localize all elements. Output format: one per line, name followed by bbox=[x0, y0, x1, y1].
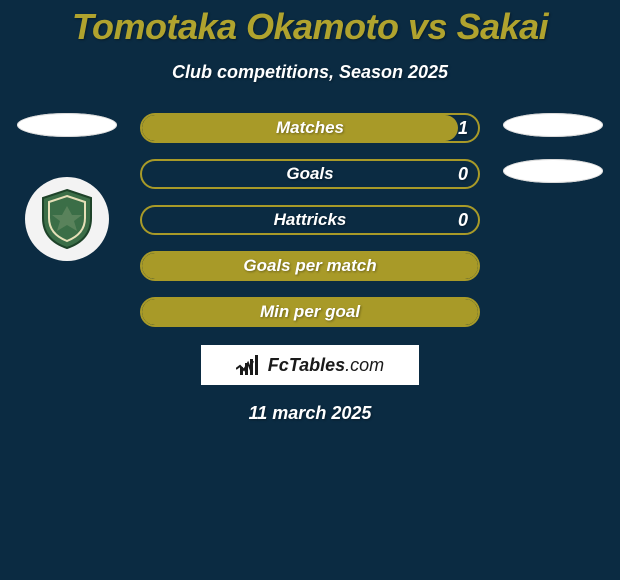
player-oval-right-2 bbox=[503, 159, 603, 183]
right-column bbox=[498, 113, 608, 183]
stat-bar: Hattricks0 bbox=[140, 205, 480, 235]
stat-bar-label: Matches bbox=[142, 115, 478, 141]
player-oval-left bbox=[17, 113, 117, 137]
stat-bar-label: Goals per match bbox=[142, 253, 478, 279]
brand-main: Tables bbox=[289, 355, 345, 375]
page-title: Tomotaka Okamoto vs Sakai bbox=[72, 6, 548, 48]
stat-bar-value: 0 bbox=[458, 207, 468, 233]
player-oval-right-1 bbox=[503, 113, 603, 137]
footer-date: 11 march 2025 bbox=[249, 403, 372, 424]
stat-bar: Min per goal bbox=[140, 297, 480, 327]
shield-icon bbox=[39, 188, 95, 250]
club-crest bbox=[25, 177, 109, 261]
comparison-columns: Matches1Goals0Hattricks0Goals per matchM… bbox=[0, 113, 620, 327]
stat-bar: Goals per match bbox=[140, 251, 480, 281]
left-column bbox=[12, 113, 122, 261]
stat-bar: Goals0 bbox=[140, 159, 480, 189]
brand-prefix: Fc bbox=[268, 355, 289, 375]
stat-bars: Matches1Goals0Hattricks0Goals per matchM… bbox=[140, 113, 480, 327]
stat-bar-label: Hattricks bbox=[142, 207, 478, 233]
stat-bar-value: 0 bbox=[458, 161, 468, 187]
infographic-root: Tomotaka Okamoto vs Sakai Club competiti… bbox=[0, 0, 620, 580]
stat-bar-label: Min per goal bbox=[142, 299, 478, 325]
pulse-bars-icon bbox=[236, 355, 260, 375]
stat-bar: Matches1 bbox=[140, 113, 480, 143]
brand-text: FcTables.com bbox=[268, 355, 384, 376]
brand-badge: FcTables.com bbox=[201, 345, 419, 385]
brand-suffix: .com bbox=[345, 355, 384, 375]
stat-bar-label: Goals bbox=[142, 161, 478, 187]
stat-bar-value: 1 bbox=[458, 115, 468, 141]
page-subtitle: Club competitions, Season 2025 bbox=[172, 62, 448, 83]
